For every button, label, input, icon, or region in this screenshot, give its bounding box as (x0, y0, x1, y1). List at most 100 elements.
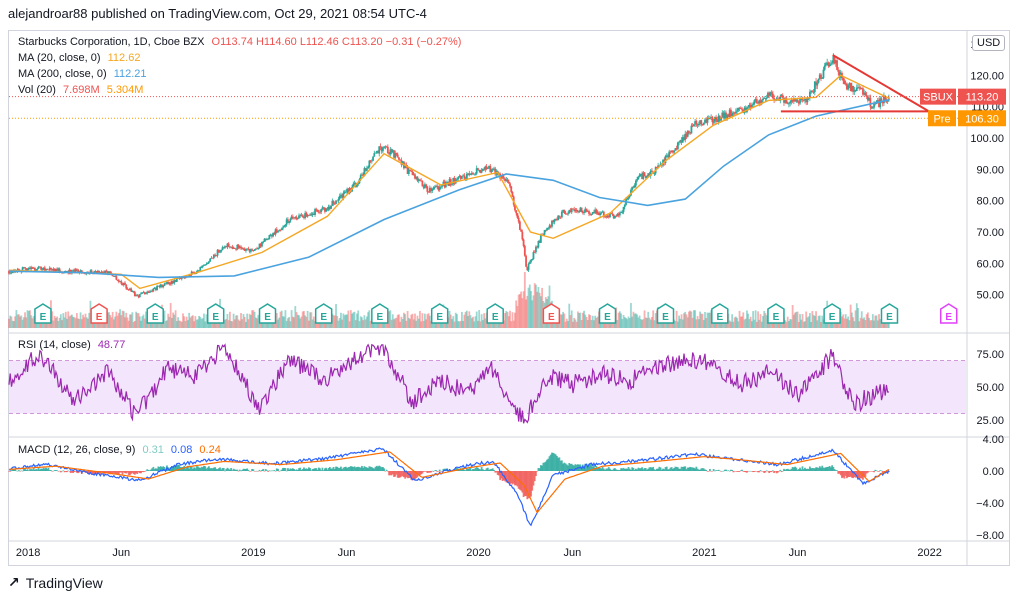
volume-bar (146, 319, 149, 328)
macd-histogram-bar (430, 471, 432, 473)
candle-body (327, 206, 330, 210)
macd-histogram-bar (138, 471, 141, 474)
macd-histogram-bar (216, 469, 219, 471)
macd-histogram-bar (261, 469, 263, 471)
volume-bar (246, 313, 249, 328)
volume-bar (402, 312, 405, 328)
macd-histogram-bar (320, 470, 323, 471)
volume-bar (621, 319, 624, 328)
candle-body (232, 247, 235, 249)
candle-body (722, 112, 725, 119)
macd-histogram-bar (770, 471, 773, 473)
macd-histogram-bar (232, 468, 235, 471)
macd-histogram-bar (757, 471, 759, 473)
candle-body (221, 247, 224, 251)
macd-histogram-bar (721, 470, 724, 472)
volume-bar (310, 312, 313, 328)
candle-body (469, 173, 472, 175)
volume-bar (479, 321, 482, 328)
volume-bar (858, 321, 861, 328)
candle-body (219, 251, 221, 253)
volume-bar (746, 310, 748, 328)
candle-body (386, 146, 389, 154)
macd-histogram-bar (68, 471, 71, 472)
candle-body (356, 184, 358, 187)
candle-body (838, 71, 841, 78)
macd-histogram-bar (796, 469, 799, 471)
macd-histogram-bar (468, 468, 471, 471)
volume-legend[interactable]: Vol (20) 7.698M 5.304M (18, 84, 147, 96)
ma200-legend[interactable]: MA (200, close, 0) 112.21 (18, 68, 151, 80)
volume-bar (430, 320, 432, 328)
macd-histogram-bar (601, 466, 604, 471)
volume-bar (478, 310, 481, 328)
volume-bar (426, 314, 429, 328)
macd-histogram-bar (810, 468, 813, 471)
macd-histogram-bar (848, 471, 851, 478)
candle-body (684, 133, 687, 140)
candle-body (290, 216, 293, 219)
volume-bar (21, 319, 24, 328)
chart-frame[interactable] (8, 30, 1010, 566)
macd-histogram-bar (804, 467, 806, 471)
indicator-lines (8, 74, 890, 527)
macd-legend[interactable]: MACD (12, 26, close, 9) 0.31 0.08 0.24 (18, 444, 225, 456)
macd-axis-tick: −8.00 (976, 530, 1004, 542)
macd-histogram-bar (109, 471, 112, 475)
candle-body (843, 80, 846, 85)
candle-body (632, 186, 635, 188)
candle-body (537, 240, 540, 248)
macd-histogram-bar (733, 471, 736, 472)
macd-histogram-bar (378, 465, 381, 471)
rsi-legend[interactable]: RSI (14, close) 48.77 (18, 339, 129, 351)
candle-body (620, 212, 622, 213)
symbol-title[interactable]: Starbucks Corporation, 1D, Cboe BZX (18, 36, 205, 48)
macd-histogram-bar (612, 468, 615, 471)
candle-body (786, 103, 789, 105)
candle-body (248, 249, 251, 252)
macd-histogram-bar (844, 471, 847, 476)
macd-histogram-bar (214, 467, 216, 471)
volume-bar (348, 321, 351, 328)
volume-bar (557, 320, 560, 328)
candle-body (621, 211, 624, 213)
macd-histogram-bar (95, 471, 98, 475)
candle-body (391, 150, 394, 153)
macd-histogram-bar (253, 471, 256, 472)
volume-bar (525, 299, 527, 328)
macd-histogram-bar (243, 468, 246, 471)
candle-body (130, 288, 133, 292)
volume-bar (596, 316, 599, 328)
volume-bar (267, 320, 270, 328)
macd-histogram-bar (120, 471, 123, 473)
macd-histogram-bar (394, 471, 397, 477)
candle-body (536, 246, 539, 248)
candle-body (812, 91, 815, 93)
macd-histogram-bar (300, 469, 303, 471)
candle-body (320, 209, 323, 212)
macd-histogram-bar (536, 471, 539, 472)
volume-bar (733, 317, 736, 328)
candle-body (210, 257, 213, 259)
volume-bar (572, 321, 574, 328)
macd-histogram-bar (472, 468, 474, 471)
candle-body (416, 176, 419, 181)
candle-body (325, 208, 328, 212)
candle-body (615, 215, 618, 217)
ma20-legend[interactable]: MA (20, close, 0) 112.62 (18, 52, 144, 64)
volume-bar (277, 319, 279, 328)
tradingview-brand[interactable]: ↗ TradingView (8, 575, 103, 591)
volume-bar (182, 313, 184, 328)
candle-body (243, 248, 246, 251)
macd-histogram-bar (549, 454, 552, 471)
macd-histogram-bar (585, 463, 588, 471)
macd-histogram-bar (279, 470, 282, 472)
candle-body (98, 270, 100, 273)
volume-bar (406, 311, 409, 328)
macd-histogram-bar (148, 470, 151, 471)
candle-body (235, 248, 237, 250)
currency-button[interactable]: USD (972, 35, 1006, 51)
volume-bar (520, 291, 523, 328)
candle-body (279, 229, 282, 231)
